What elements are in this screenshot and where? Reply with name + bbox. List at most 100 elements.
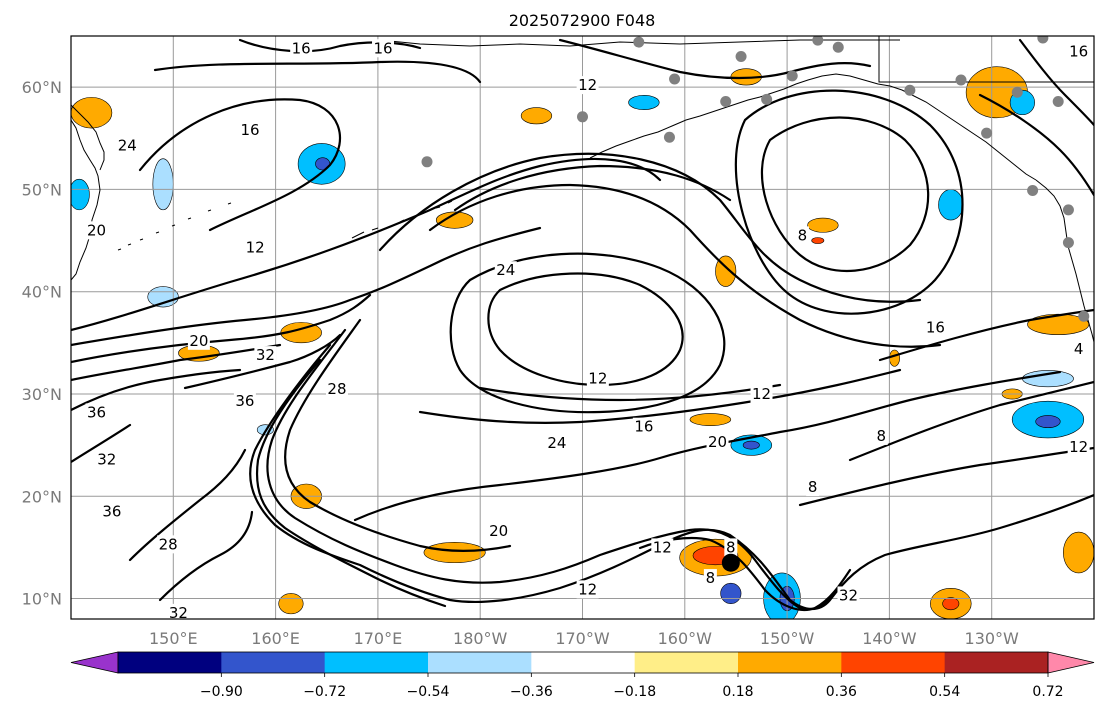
contour-label: 16 bbox=[373, 39, 392, 57]
stations bbox=[421, 36, 1090, 572]
contour-line bbox=[71, 368, 242, 412]
longitude-tick-label: 160°W bbox=[658, 629, 713, 648]
station-marker bbox=[786, 70, 798, 82]
longitude-tick-label: 140°W bbox=[862, 629, 917, 648]
contour-line bbox=[449, 252, 726, 414]
contour-label-background bbox=[576, 580, 599, 599]
longitude-tick-label: 160°E bbox=[251, 629, 300, 648]
latitude-tick-label: 50°N bbox=[22, 180, 62, 199]
anomaly-patch bbox=[278, 593, 304, 615]
contour-label-background bbox=[545, 434, 568, 453]
latitude-tick-label: 10°N bbox=[22, 590, 62, 609]
contour-label: 24 bbox=[118, 136, 137, 154]
colorbar-tick-label: −0.90 bbox=[200, 684, 243, 700]
contour-line bbox=[255, 358, 447, 608]
contour-label-background bbox=[1072, 339, 1086, 358]
contour-label-background bbox=[85, 403, 108, 422]
contour-labels: 16 16 12 16 24 12 20 20 32 36 36 32 36 28 32 28 24 12 12 16… bbox=[85, 39, 1090, 622]
coastline-west-asia bbox=[71, 119, 101, 281]
latitude-tick-label: 40°N bbox=[22, 283, 62, 302]
station-marker bbox=[832, 41, 844, 53]
contour-label: 24 bbox=[496, 261, 515, 279]
contour-label-background bbox=[703, 569, 717, 588]
station-marker bbox=[663, 131, 675, 143]
colorbar-tick-label: −0.72 bbox=[303, 684, 346, 700]
contour-label-background bbox=[837, 586, 860, 605]
anomaly-patch bbox=[811, 237, 825, 244]
contour-label: 20 bbox=[489, 522, 508, 540]
contour-line bbox=[487, 272, 684, 387]
contour-label-background bbox=[576, 76, 599, 95]
contour-label: 8 bbox=[808, 478, 818, 496]
contour-label: 16 bbox=[292, 39, 311, 57]
contour-label-background bbox=[372, 39, 395, 58]
contour-label: 20 bbox=[87, 221, 106, 239]
anomaly-patch bbox=[152, 158, 174, 211]
anomaly-patch bbox=[807, 217, 839, 233]
contour-label-background bbox=[290, 39, 313, 58]
contour-label: 16 bbox=[240, 121, 259, 139]
anomaly-patch bbox=[889, 349, 900, 367]
longitude-tick-label: 150°E bbox=[149, 629, 198, 648]
contour-label: 12 bbox=[246, 239, 265, 257]
contour-label-background bbox=[750, 384, 773, 403]
station-marker bbox=[1078, 310, 1090, 322]
contour-label-background bbox=[325, 379, 348, 398]
station-marker bbox=[1062, 237, 1074, 249]
contour-label: 16 bbox=[634, 418, 653, 436]
contour-label-background bbox=[487, 522, 510, 541]
latitude-tick-label: 30°N bbox=[22, 385, 62, 404]
station-marker bbox=[904, 84, 916, 96]
anomaly-patch bbox=[423, 541, 486, 564]
map-frame bbox=[70, 35, 1095, 620]
contour-label: 16 bbox=[1069, 42, 1088, 60]
station-marker bbox=[1027, 184, 1039, 196]
contour-line bbox=[284, 318, 512, 552]
contour-label-background bbox=[706, 433, 729, 452]
contour-label-background bbox=[100, 502, 123, 521]
station-marker bbox=[669, 73, 681, 85]
contour-label: 20 bbox=[189, 332, 208, 350]
contour-label: 8 bbox=[726, 538, 736, 556]
longitude-tick-label: 150°W bbox=[760, 629, 815, 648]
contour-line bbox=[153, 60, 482, 84]
contour-label: 32 bbox=[169, 604, 188, 622]
contour-line bbox=[760, 116, 930, 273]
contour-label-background bbox=[187, 331, 210, 350]
contour-line bbox=[183, 333, 342, 390]
longitude-tick-label: 170°E bbox=[354, 629, 403, 648]
contour-line bbox=[453, 164, 732, 212]
contour-lines bbox=[71, 38, 1094, 612]
contour-line bbox=[418, 368, 902, 424]
contour-label-background bbox=[795, 226, 809, 245]
latitude-tick-label: 20°N bbox=[22, 487, 62, 506]
station-marker bbox=[1011, 86, 1023, 98]
contour-line bbox=[238, 38, 422, 53]
contour-label-background bbox=[874, 426, 888, 445]
contour-line bbox=[798, 446, 1094, 507]
contour-label-background bbox=[116, 136, 139, 155]
anomaly-patch bbox=[1063, 531, 1094, 574]
contour-label: 24 bbox=[547, 434, 566, 452]
colorbar-segment bbox=[738, 652, 842, 673]
contour-label-background bbox=[95, 450, 118, 469]
longitude-tick-labels: 150°E 160°E 170°E 180°W 170°W 160°W 150°W 140°W… bbox=[149, 629, 1019, 648]
station-marker bbox=[1037, 36, 1049, 44]
contour-label: 32 bbox=[839, 586, 858, 604]
contour-label: 12 bbox=[752, 385, 771, 403]
contour-line bbox=[138, 98, 342, 232]
contour-label-background bbox=[494, 261, 517, 280]
colorbar-segment bbox=[118, 652, 222, 673]
colorbar-tick-label: 0.54 bbox=[929, 684, 960, 700]
contour-line bbox=[734, 89, 964, 315]
contour-label-background bbox=[724, 538, 738, 557]
colorbar-tick-label: 0.72 bbox=[1032, 684, 1063, 700]
colorbar-segment bbox=[428, 652, 532, 673]
station-marker bbox=[735, 50, 747, 62]
station-marker bbox=[812, 36, 824, 46]
contour-line bbox=[158, 510, 254, 602]
colorbar-segment bbox=[944, 652, 1049, 673]
anomaly-patch bbox=[520, 107, 553, 125]
contour-label-background bbox=[244, 238, 267, 257]
